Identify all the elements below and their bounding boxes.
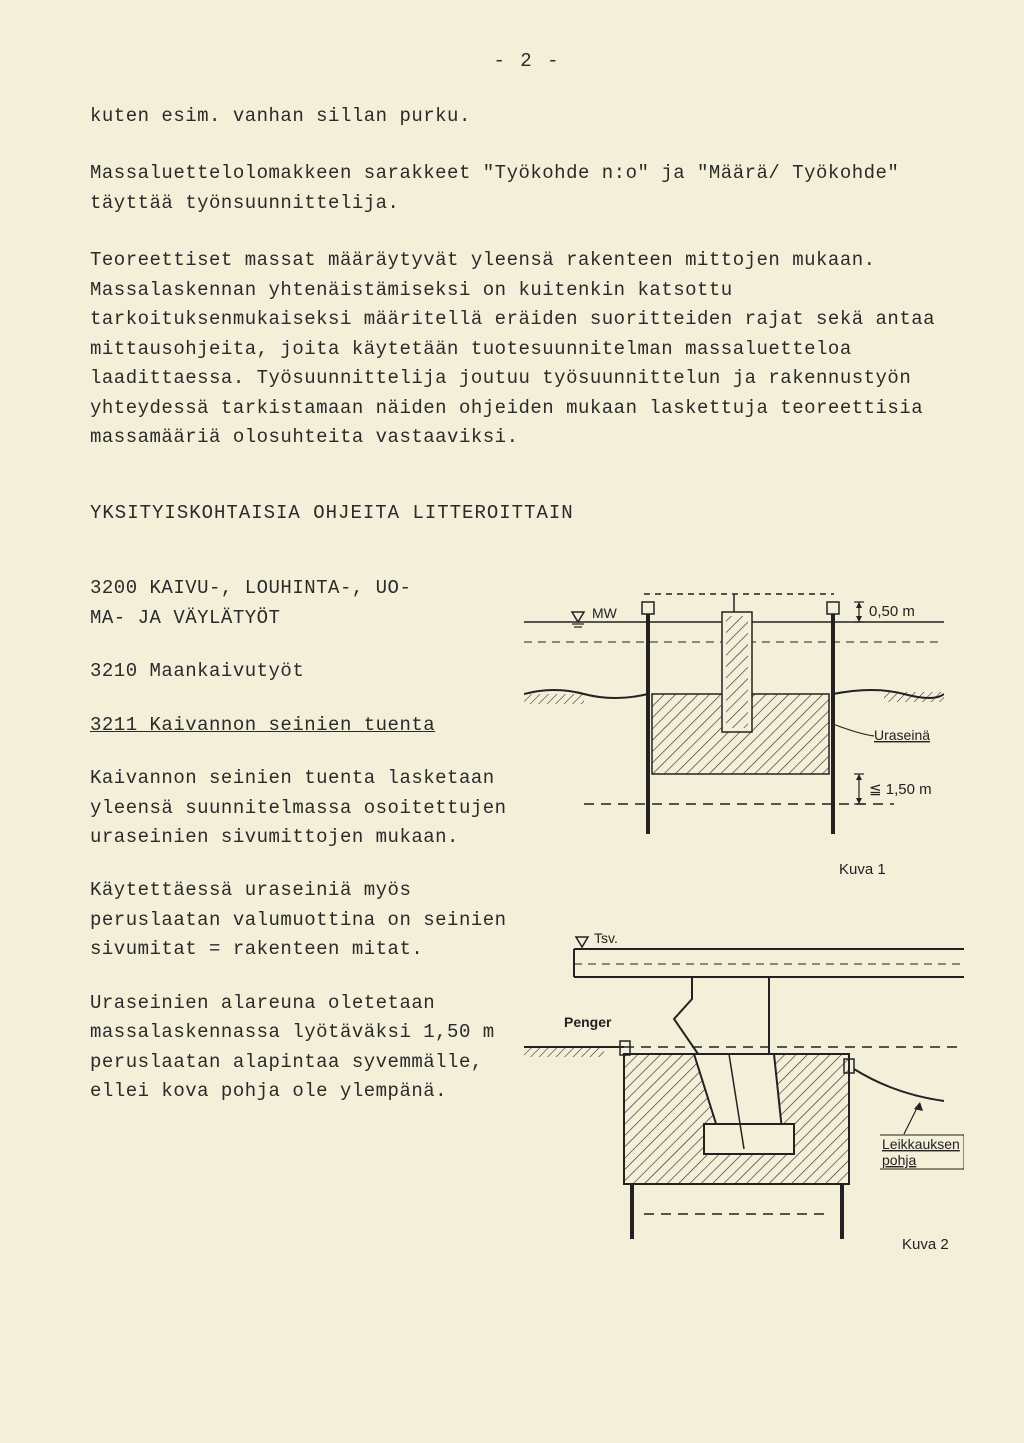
heading-3211: 3211 Kaivannon seinien tuenta (90, 711, 524, 740)
paragraph-1: kuten esim. vanhan sillan purku. (90, 102, 964, 131)
figure-2: Tsv. Penger (524, 919, 964, 1259)
heading-3210: 3210 Maankaivutyöt (90, 657, 524, 686)
penger-label: Penger (564, 1014, 612, 1030)
page: - 2 - kuten esim. vanhan sillan purku. M… (0, 0, 1024, 1443)
dim-050: 0,50 m (869, 603, 915, 620)
paragraph-6: Uraseinien alareuna oletetaan massalaske… (90, 989, 524, 1107)
heading-3200: 3200 KAIVU-, LOUHINTA-, UO- MA- JA VÄYLÄ… (90, 574, 524, 633)
paragraph-5: Käytettäessä uraseiniä myös peruslaatan … (90, 876, 524, 964)
uraseina-label: Uraseinä (874, 727, 930, 743)
dim-150: ≦ 1,50 m (869, 781, 932, 798)
paragraph-2: Massaluettelolomakkeen sarakkeet "Työkoh… (90, 159, 964, 218)
section-heading: YKSITYISKOHTAISIA OHJEITA LITTEROITTAIN (90, 502, 964, 524)
heading-3200-line2: MA- JA VÄYLÄTYÖT (90, 607, 280, 629)
figure-1-caption: Kuva 1 (839, 861, 886, 878)
left-column: 3200 KAIVU-, LOUHINTA-, UO- MA- JA VÄYLÄ… (90, 574, 524, 1130)
right-column: MW 0,50 m (524, 574, 964, 1264)
pohja-label: pohja (882, 1152, 916, 1168)
mw-label: MW (592, 605, 618, 621)
paragraph-4: Kaivannon seinien tuenta lasketaan yleen… (90, 764, 524, 852)
figure-1: MW 0,50 m (524, 574, 944, 904)
figure-2-caption: Kuva 2 (902, 1236, 949, 1253)
tsv-label: Tsv. (594, 930, 618, 946)
leikkauksen-label: Leikkauksen (882, 1136, 960, 1152)
paragraph-3: Teoreettiset massat määräytyvät yleensä … (90, 246, 964, 452)
heading-3200-line1: 3200 KAIVU-, LOUHINTA-, UO- (90, 577, 411, 599)
two-column-region: 3200 KAIVU-, LOUHINTA-, UO- MA- JA VÄYLÄ… (90, 574, 964, 1264)
page-number: - 2 - (90, 50, 964, 72)
